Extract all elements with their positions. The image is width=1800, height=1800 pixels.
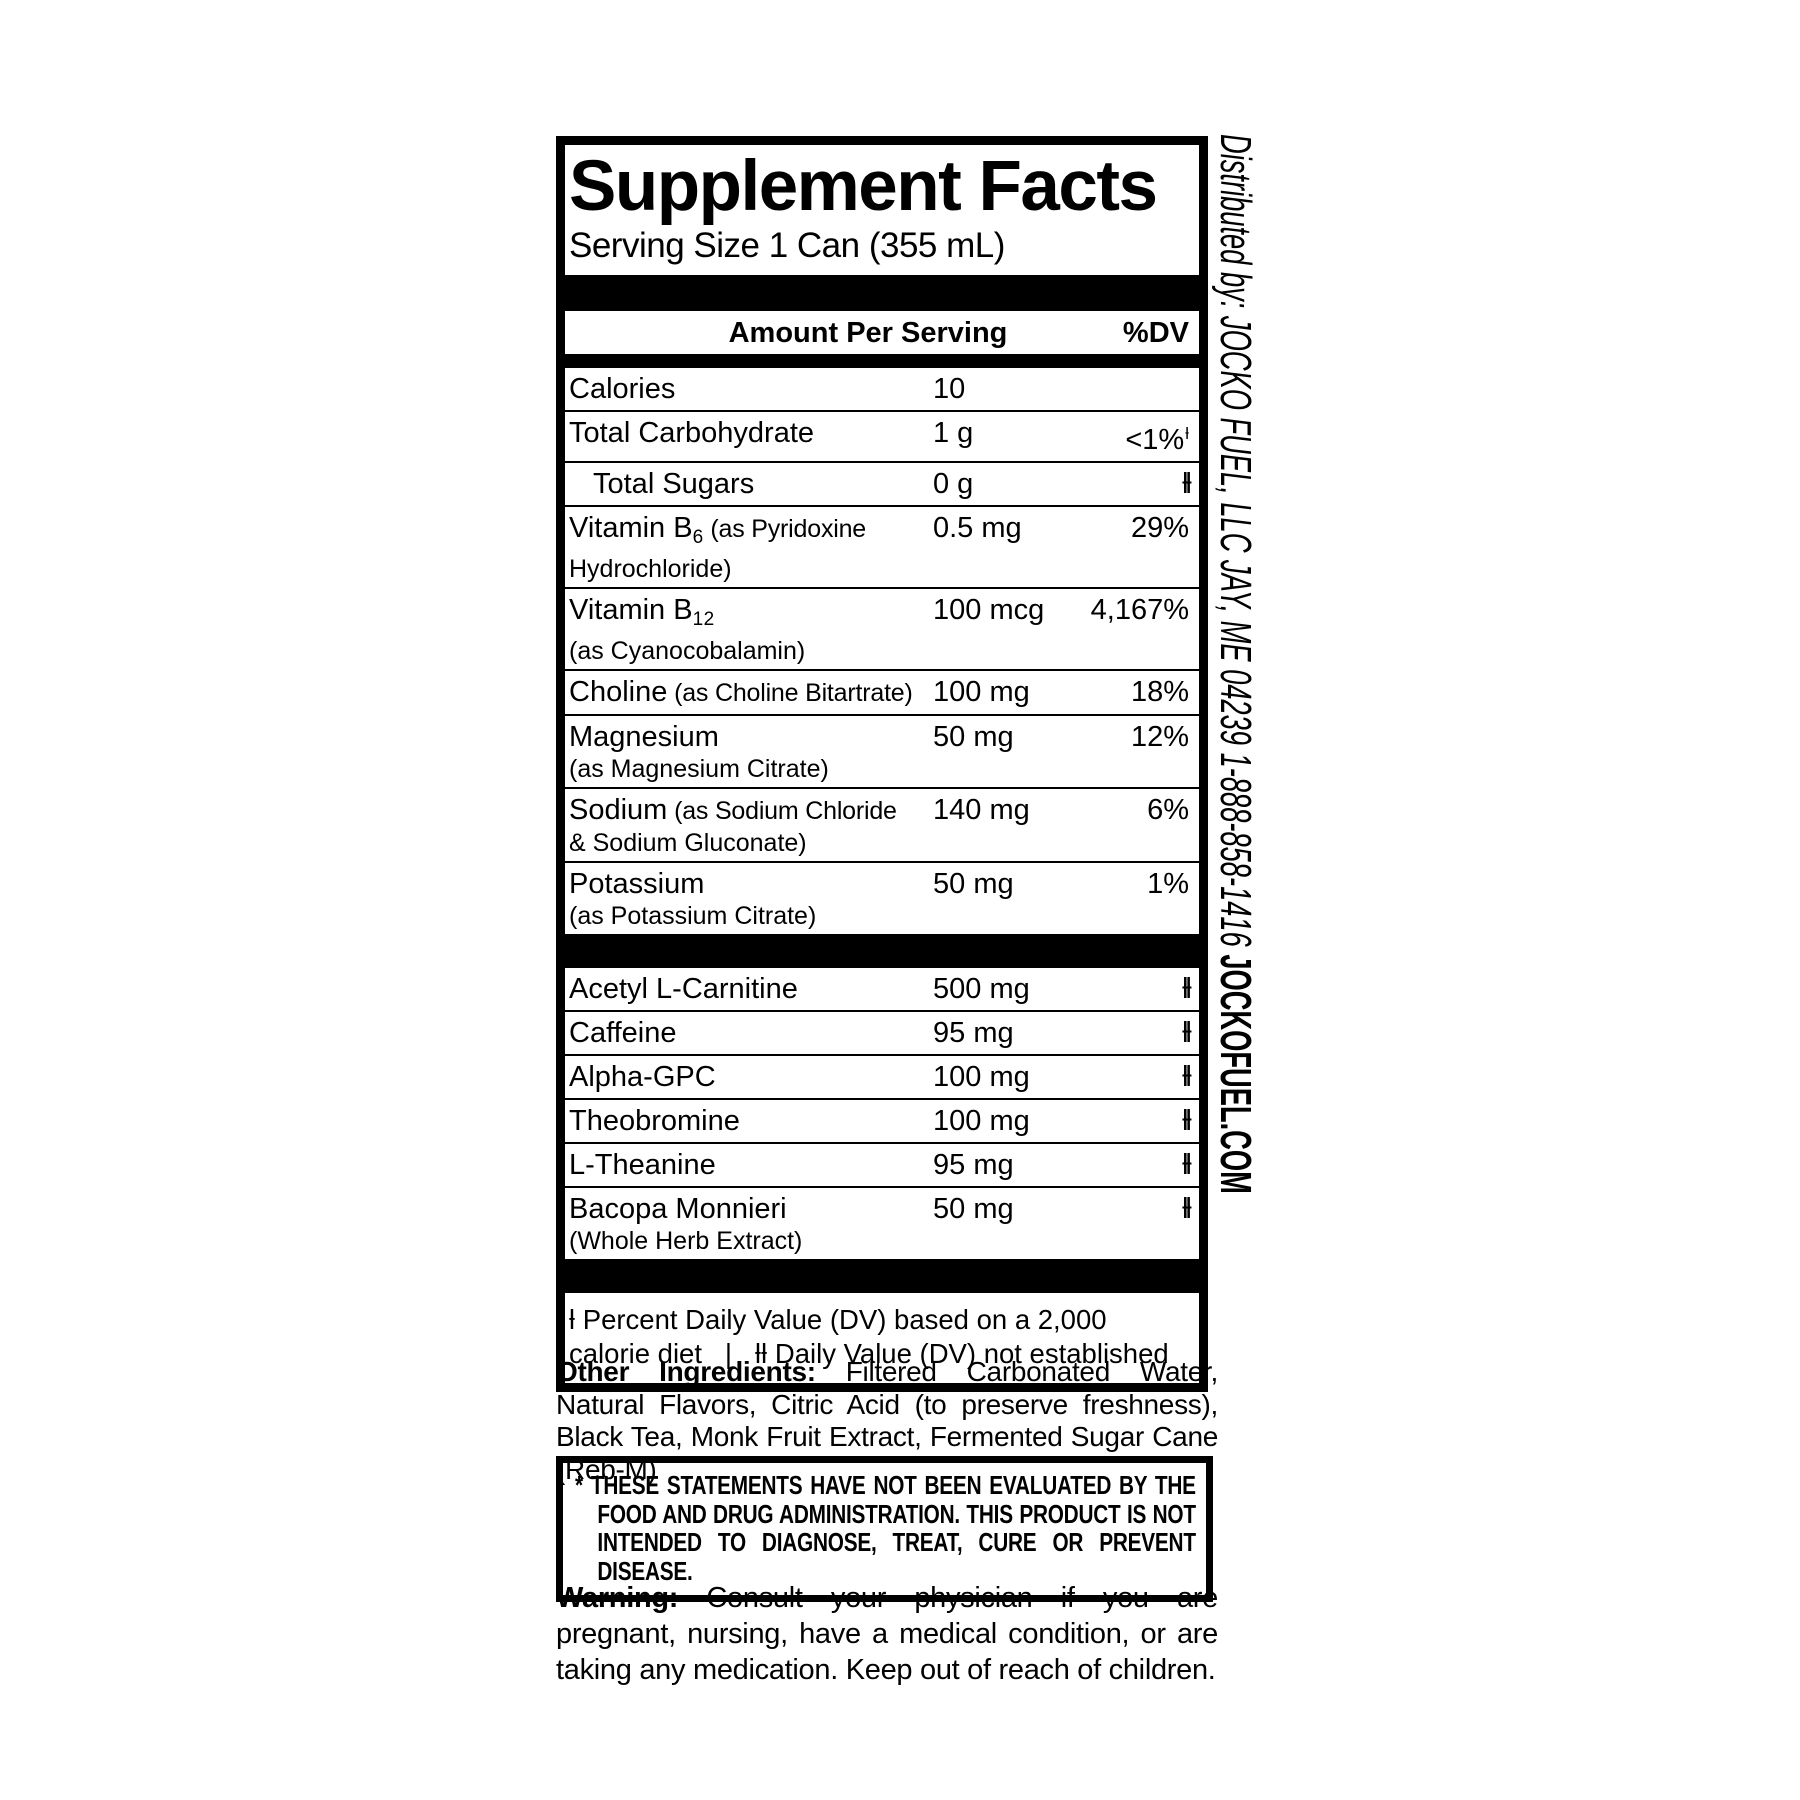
nutrient-rows-secondary: Acetyl L-Carnitine 500 mg ƚƚ Caffeine 95 mg ƚ…	[565, 968, 1199, 1259]
nutrient-amount: 100 mg	[933, 1104, 1030, 1137]
nutrient-row: Potassium (as Potassium Citrate) 50 mg 1%	[565, 860, 1199, 934]
nutrient-dv: 18%	[1130, 675, 1189, 708]
nutrient-dv: 1%	[1147, 867, 1189, 900]
nutrient-row: Alpha-GPC 100 mg ƚƚ	[565, 1053, 1199, 1098]
subscript: 12	[692, 608, 715, 630]
nutrient-amount: 95 mg	[933, 1016, 1014, 1049]
amount-per-serving-header: Amount Per Serving	[728, 316, 1008, 349]
nutrient-amount: 50 mg	[933, 1192, 1014, 1225]
distributor-address: Distributed by: JOCKO FUEL, LLC JAY, ME …	[1211, 134, 1260, 955]
nutrient-dv: 4,167%	[1090, 593, 1189, 626]
separator-bar	[565, 933, 1199, 968]
distributor-text: Distributed by: JOCKO FUEL, LLC JAY, ME …	[1210, 134, 1260, 1194]
nutrient-name: Alpha-GPC	[569, 1060, 716, 1093]
panel-title: Supplement Facts	[569, 147, 1158, 226]
nutrient-row: Bacopa Monnieri (Whole Herb Extract) 50 mg…	[565, 1185, 1199, 1259]
warning-body: Consult your physician if you are pregna…	[556, 1582, 1218, 1686]
nutrient-row: Caffeine 95 mg ƚƚ	[565, 1009, 1199, 1054]
nutrient-row: Calories 10	[565, 368, 1199, 410]
nutrient-amount: 100 mg	[933, 675, 1030, 708]
nutrient-dv: 12%	[1130, 720, 1189, 753]
nutrient-row: Theobromine 100 mg ƚƚ	[565, 1097, 1199, 1142]
nutrient-name: Total Carbohydrate	[569, 416, 815, 449]
distributor-website: JOCKOFUEL.COM	[1211, 954, 1260, 1194]
warning-lead: Warning:	[556, 1582, 679, 1614]
footnote-line-2: calorie diet | ƚƚ Daily Value (DV) not e…	[569, 1337, 1169, 1369]
nutrient-name: Vitamin B6 (as Pyridoxine Hydrochloride)	[569, 511, 867, 583]
fda-disclaimer-body: THESE STATEMENTS HAVE NOT BEEN EVALUATED…	[590, 1470, 1196, 1586]
subscript: 6	[692, 526, 704, 548]
nutrient-amount: 0 g	[933, 467, 974, 500]
nutrient-amount: 95 mg	[933, 1148, 1014, 1181]
footnote-line-1: ƚ Percent Daily Value (DV) based on a 2,…	[569, 1303, 1107, 1335]
other-ingredients-lead: Other Ingredients:	[556, 1356, 816, 1387]
nutrient-amount: 0.5 mg	[933, 511, 1022, 544]
nutrient-dv: <1%ƚ	[1125, 423, 1189, 456]
nutrient-row: Sodium (as Sodium Chloride & Sodium Gluco…	[565, 786, 1199, 861]
nutrient-name: Caffeine	[569, 1016, 677, 1049]
nutrient-dv: ƚƚ	[1182, 1104, 1192, 1137]
nutrient-amount: 1 g	[933, 416, 974, 449]
nutrient-row: Vitamin B12 (as Cyanocobalamin) 100 mcg 4,1…	[565, 586, 1199, 669]
nutrient-dv: ƚƚ	[1182, 1016, 1192, 1049]
nutrient-name: Total Sugars	[593, 467, 755, 500]
separator-bar	[565, 1258, 1199, 1293]
nutrient-name: Acetyl L-Carnitine	[569, 972, 798, 1005]
nutrient-amount: 10	[933, 372, 966, 405]
nutrient-amount: 100 mcg	[933, 593, 1045, 626]
nutrient-dv: ƚƚ	[1182, 467, 1192, 500]
separator-bar	[565, 274, 1199, 311]
nutrient-name: Calories	[569, 372, 676, 405]
nutrient-amount: 100 mg	[933, 1060, 1030, 1093]
supplement-facts-panel: Supplement Facts Serving Size 1 Can (355…	[556, 136, 1208, 1392]
nutrient-rows-primary: Calories 10 Total Carbohydrate 1 g <1%ƚ Total…	[565, 368, 1199, 934]
nutrient-row: Choline (as Choline Bitartrate) 100 mg 18%	[565, 668, 1199, 714]
dagger-symbol: ƚ	[1185, 423, 1189, 443]
fda-disclaimer-box: * THESE STATEMENTS HAVE NOT BEEN EVALUATE…	[556, 1456, 1213, 1602]
nutrient-row: Magnesium (as Magnesium Citrate) 50 mg 12%	[565, 713, 1199, 787]
nutrient-name: Theobromine	[569, 1104, 740, 1137]
nutrient-dv: ƚƚ	[1182, 1192, 1192, 1225]
footnote: ƚ Percent Daily Value (DV) based on a 2,…	[565, 1293, 1199, 1383]
serving-size: Serving Size 1 Can (355 mL)	[569, 226, 1005, 266]
nutrient-dv: ƚƚ	[1182, 1148, 1192, 1181]
nutrient-row: Total Carbohydrate 1 g <1%ƚ	[565, 409, 1199, 461]
table-header-row: Amount Per Serving %DV	[565, 311, 1199, 354]
asterisk: *	[575, 1470, 583, 1500]
dv-header: %DV	[1122, 316, 1189, 349]
nutrient-amount: 500 mg	[933, 972, 1030, 1005]
fda-disclaimer-text: * THESE STATEMENTS HAVE NOT BEEN EVALUATE…	[575, 1471, 1196, 1585]
nutrient-dv: 29%	[1130, 511, 1189, 544]
nutrient-name: L-Theanine	[569, 1148, 716, 1181]
nutrient-dv: ƚƚ	[1182, 972, 1192, 1005]
nutrient-amount: 50 mg	[933, 867, 1014, 900]
nutrient-name: Magnesium (as Magnesium Citrate)	[569, 720, 829, 783]
nutrient-name: Choline (as Choline Bitartrate)	[569, 675, 913, 708]
nutrient-row: Vitamin B6 (as Pyridoxine Hydrochloride) 0…	[565, 504, 1199, 587]
nutrient-name: Bacopa Monnieri (Whole Herb Extract)	[569, 1192, 803, 1255]
nutrient-name: Sodium (as Sodium Chloride & Sodium Gluco…	[569, 793, 897, 857]
nutrient-name: Vitamin B12 (as Cyanocobalamin)	[569, 593, 806, 665]
nutrient-row: L-Theanine 95 mg ƚƚ	[565, 1141, 1199, 1186]
nutrient-amount: 140 mg	[933, 793, 1030, 826]
separator-bar	[565, 353, 1199, 368]
nutrient-row: Acetyl L-Carnitine 500 mg ƚƚ	[565, 968, 1199, 1010]
nutrient-dv: ƚƚ	[1182, 1060, 1192, 1093]
nutrient-name: Potassium (as Potassium Citrate)	[569, 867, 817, 930]
nutrient-amount: 50 mg	[933, 720, 1014, 753]
nutrient-dv: 6%	[1147, 793, 1189, 826]
warning-text: Warning: Consult your physician if you a…	[556, 1580, 1218, 1688]
nutrient-row: Total Sugars 0 g ƚƚ	[565, 460, 1199, 505]
